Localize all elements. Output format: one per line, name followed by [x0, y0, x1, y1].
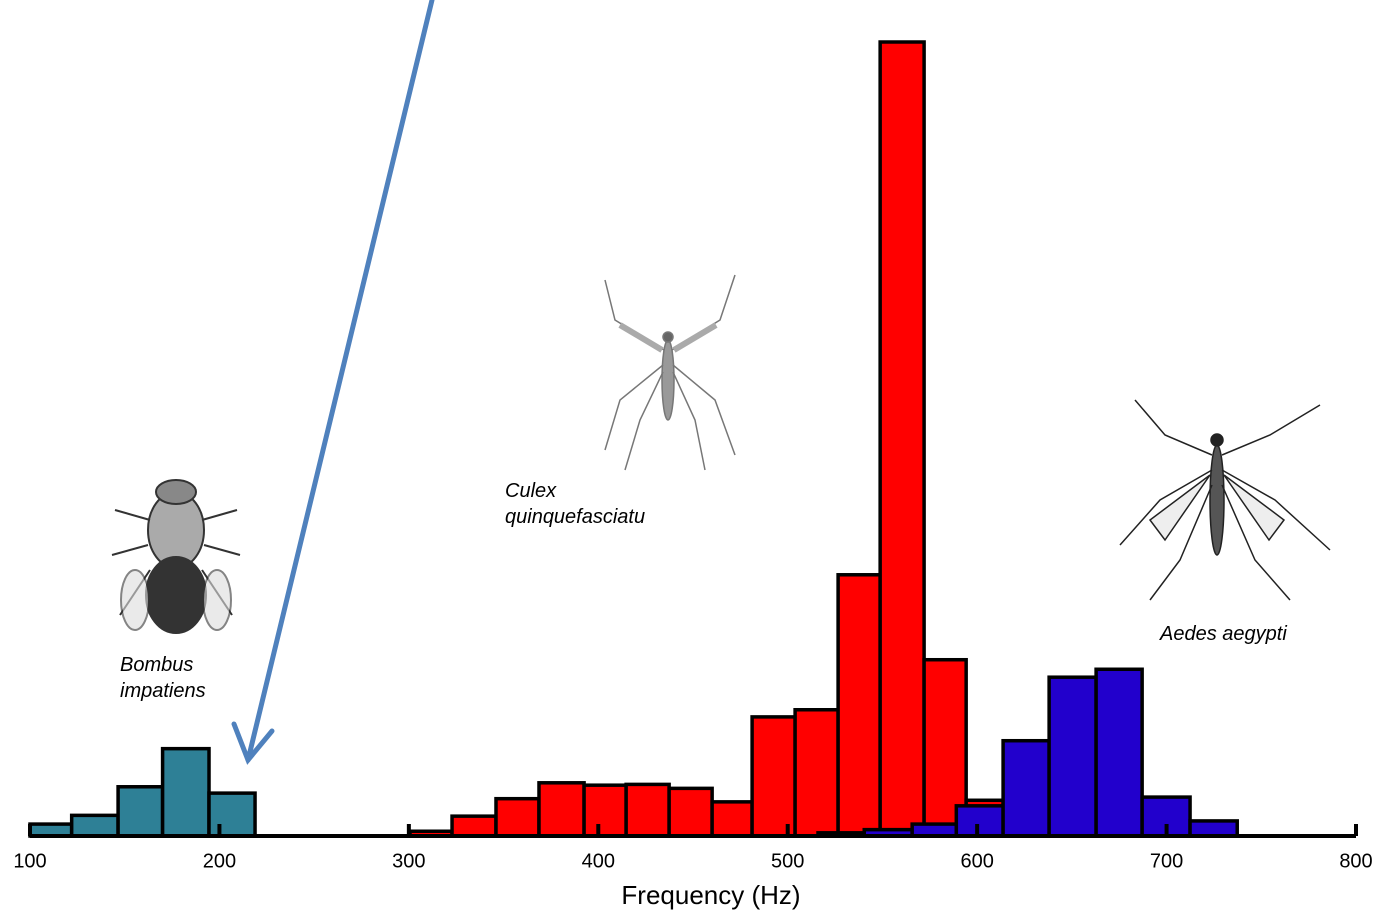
x-axis-label: Frequency (Hz)	[621, 880, 800, 910]
bar	[793, 708, 840, 838]
culex-illustration	[604, 274, 736, 471]
x-tick-label: 100	[13, 850, 46, 872]
bar	[1047, 675, 1098, 838]
bar	[878, 40, 926, 838]
x-tick-label: 300	[392, 850, 425, 872]
bar	[537, 781, 586, 838]
bar	[1188, 819, 1239, 838]
species-label: Aedes aegypti	[1160, 623, 1287, 645]
bar	[116, 785, 165, 838]
x-tick-label: 200	[203, 850, 236, 872]
bar	[710, 800, 754, 838]
bar	[667, 786, 714, 838]
bee-illustration	[111, 479, 241, 634]
arrow	[231, 0, 435, 765]
species-label: Culex quinquefasciatu	[505, 480, 646, 528]
x-tick-label: 700	[1150, 850, 1183, 872]
bar	[207, 791, 257, 838]
bar	[836, 573, 882, 838]
bar	[1094, 667, 1144, 838]
x-tick-label: 400	[582, 850, 615, 872]
x-tick-label: 800	[1339, 850, 1372, 872]
bar	[69, 813, 120, 838]
x-tick-label: 600	[960, 850, 993, 872]
bar	[160, 746, 211, 838]
bar	[624, 782, 671, 838]
bar	[954, 804, 1005, 838]
bar	[494, 796, 541, 838]
bar	[582, 783, 628, 838]
bar	[450, 814, 498, 838]
x-tick-label: 500	[771, 850, 804, 872]
bar	[750, 715, 797, 838]
bar	[1001, 738, 1051, 838]
species-label: Bombus impatiens	[120, 654, 206, 702]
aedes-illustration	[1119, 399, 1331, 601]
